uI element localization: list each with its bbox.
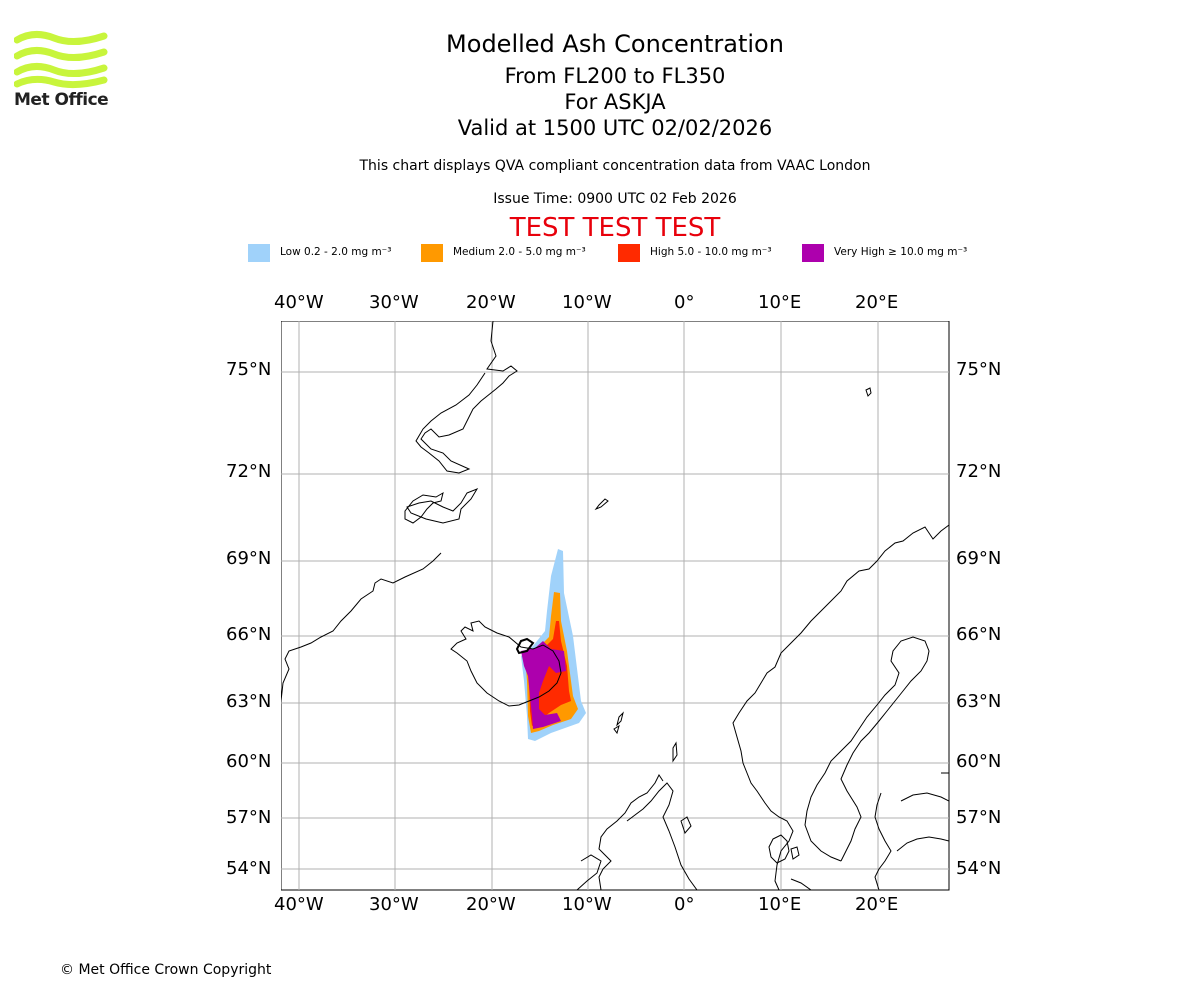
graticule [281, 321, 949, 890]
lon-tick-top: 10°E [758, 292, 802, 313]
lat-tick-left: 72°N [226, 461, 272, 482]
volcano-name: For ASKJA [564, 90, 666, 114]
lon-tick-bottom: 20°W [466, 894, 516, 915]
lon-tick-top: 0° [674, 292, 695, 313]
lat-tick-right: 69°N [956, 548, 1002, 569]
legend-swatch-medium [421, 244, 443, 262]
lon-tick-bottom: 30°W [369, 894, 419, 915]
lon-tick-top: 20°E [855, 292, 899, 313]
lon-tick-bottom: 0° [674, 894, 695, 915]
legend-label-very-high: Very High ≥ 10.0 mg m⁻³ [834, 246, 968, 258]
lon-tick-top: 10°W [562, 292, 612, 313]
copyright-notice: © Met Office Crown Copyright [60, 962, 272, 978]
lat-tick-left: 57°N [226, 807, 272, 828]
lat-tick-right: 54°N [956, 858, 1002, 879]
lat-tick-left: 54°N [226, 858, 272, 879]
lat-tick-right: 63°N [956, 691, 1002, 712]
lat-tick-right: 57°N [956, 807, 1002, 828]
legend-swatch-high [618, 244, 640, 262]
legend-label-medium: Medium 2.0 - 5.0 mg m⁻³ [453, 246, 586, 258]
logo-text: Met Office [14, 90, 109, 110]
qva-note: This chart displays QVA compliant concen… [359, 158, 871, 174]
lat-tick-right: 60°N [956, 751, 1002, 772]
test-banner: TEST TEST TEST [509, 213, 721, 243]
lon-tick-bottom: 40°W [274, 894, 324, 915]
issue-time: Issue Time: 0900 UTC 02 Feb 2026 [493, 191, 737, 207]
chart-title: Modelled Ash Concentration [446, 30, 784, 58]
lon-tick-bottom: 20°E [855, 894, 899, 915]
ash-very-high [521, 641, 566, 729]
lat-tick-right: 75°N [956, 359, 1002, 380]
lon-tick-top: 20°W [466, 292, 516, 313]
lon-tick-bottom: 10°W [562, 894, 612, 915]
lat-tick-right: 72°N [956, 461, 1002, 482]
valid-time: Valid at 1500 UTC 02/02/2026 [457, 116, 773, 140]
legend-swatch-low [248, 244, 270, 262]
met-office-logo [14, 31, 108, 89]
legend-label-high: High 5.0 - 10.0 mg m⁻³ [650, 246, 772, 258]
flight-levels: From FL200 to FL350 [504, 64, 726, 88]
lat-tick-left: 66°N [226, 624, 272, 645]
lon-tick-top: 30°W [369, 292, 419, 313]
legend-swatch-very-high [802, 244, 824, 262]
map [281, 321, 950, 891]
lat-tick-right: 66°N [956, 624, 1002, 645]
legend-label-low: Low 0.2 - 2.0 mg m⁻³ [280, 246, 392, 258]
lat-tick-left: 75°N [226, 359, 272, 380]
coastlines [281, 321, 949, 890]
lat-tick-left: 60°N [226, 751, 272, 772]
lat-tick-left: 69°N [226, 548, 272, 569]
lon-tick-top: 40°W [274, 292, 324, 313]
lon-tick-bottom: 10°E [758, 894, 802, 915]
lat-tick-left: 63°N [226, 691, 272, 712]
